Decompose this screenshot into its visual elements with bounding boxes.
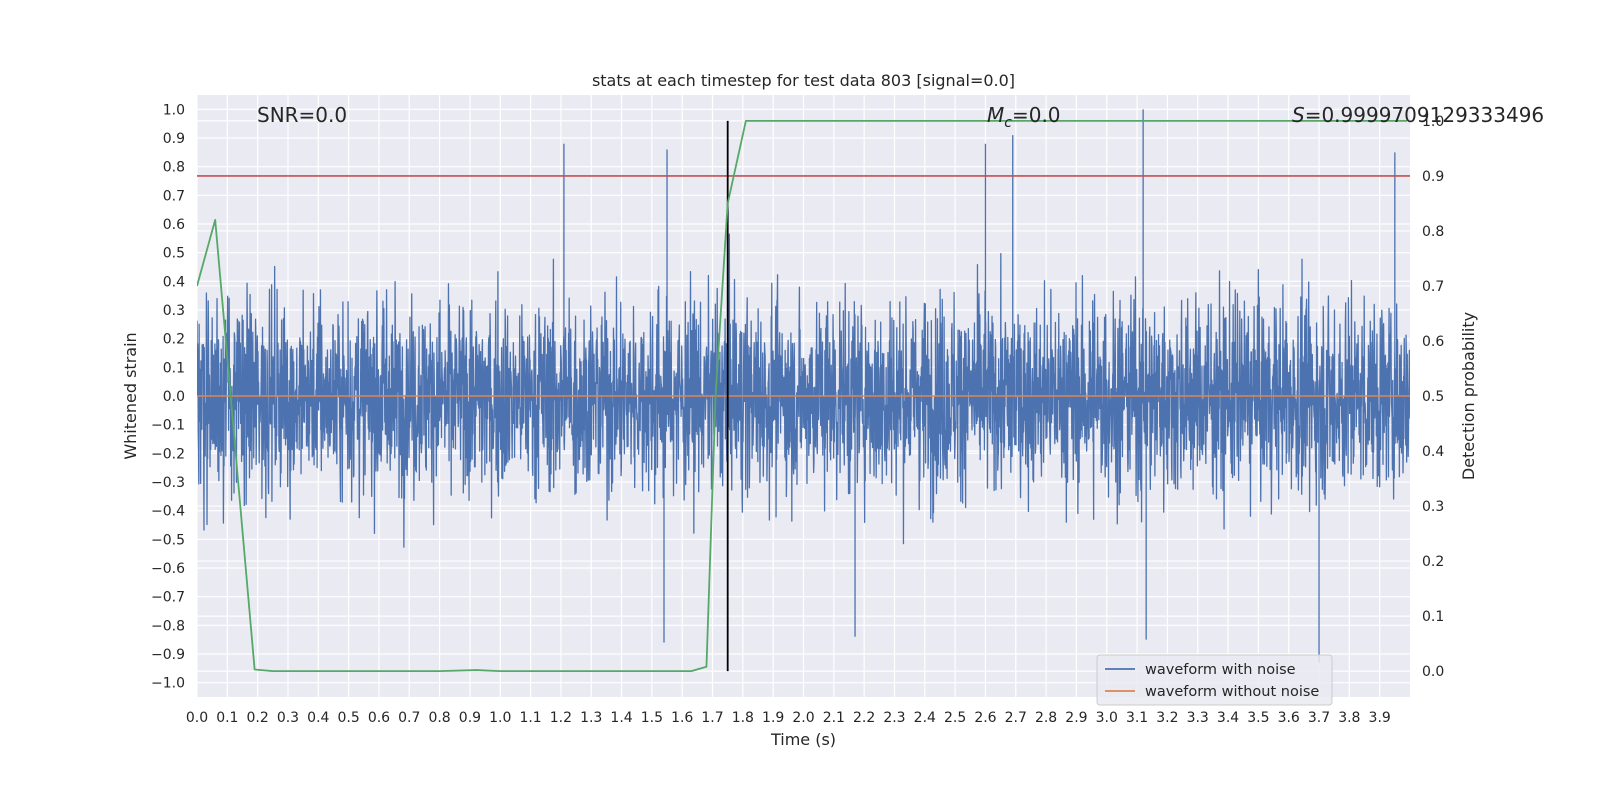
legend-entry-waveform-without-noise: waveform without noise [1145,684,1319,700]
x-tick-label: 3.4 [1217,710,1239,726]
x-tick-label: 0.6 [368,710,390,726]
x-tick-label: 2.1 [823,710,845,726]
x-tick-label: 3.5 [1247,710,1269,726]
x-tick-label: 2.7 [1005,710,1027,726]
series-layer [197,109,1410,673]
x-tick-label: 3.8 [1338,710,1360,726]
series-detection-probability [197,119,1407,673]
x-tick-label: 3.9 [1369,710,1391,726]
y-tick-label: 0.2 [163,332,185,348]
y-tick-label: −0.7 [151,590,185,606]
x-tick-label: 3.6 [1278,710,1300,726]
legend-entry-waveform-with-noise: waveform with noise [1145,662,1296,678]
x-tick-label: 1.9 [762,710,784,726]
y2-tick-label: 0.0 [1422,664,1444,680]
tick-labels: 0.0 0.1 0.2 0.3 0.4 0.5 0.6 0.7 0.8 0.9 1.0 1.1 1.2 1… [151,102,1444,726]
mc-symbol: M [987,103,1004,127]
y-tick-label: 0.6 [163,217,185,233]
mc-subscript: c [1004,115,1012,131]
s-annotation: S=0.9999709129333496 [1292,103,1544,127]
y-tick-label: −0.5 [151,532,185,548]
s-value: =0.9999709129333496 [1305,103,1544,127]
x-tick-label: 2.2 [853,710,875,726]
s-symbol: S [1292,103,1305,127]
x-tick-label: 0.3 [277,710,299,726]
x-tick-label: 3.7 [1308,710,1330,726]
x-tick-label: 2.8 [1035,710,1057,726]
legend: waveform with noise waveform without noi… [1096,654,1333,706]
x-tick-label: 3.2 [1156,710,1178,726]
y2-tick-label: 0.3 [1422,499,1444,515]
x-tick-label: 1.3 [580,710,602,726]
y-tick-label: −1.0 [151,676,185,692]
x-tick-label: 1.1 [519,710,541,726]
mc-value: =0.0 [1012,103,1061,127]
x-tick-label: 1.8 [732,710,754,726]
x-tick-label: 2.9 [1065,710,1087,726]
y-tick-label: −0.9 [151,647,185,663]
x-tick-label: 3.3 [1187,710,1209,726]
x-tick-label: 2.0 [792,710,814,726]
x-tick-label: 1.6 [671,710,693,726]
x-tick-label: 0.5 [337,710,359,726]
y2-tick-label: 0.4 [1422,444,1444,460]
x-tick-label: 0.4 [307,710,329,726]
snr-annotation: SNR=0.0 [257,103,347,127]
y-tick-label: 1.0 [163,102,185,118]
x-tick-label: 2.3 [883,710,905,726]
x-tick-label: 1.2 [550,710,572,726]
x-tick-label: 0.2 [247,710,269,726]
y-tick-label: 0.8 [163,160,185,176]
y-axis-label: Whitened strain [121,332,140,459]
series-waveform-with-noise [197,109,1410,663]
y-tick-label: 0.1 [163,360,185,376]
chart-title: stats at each timestep for test data 803… [592,71,1015,90]
y-tick-label: −0.3 [151,475,185,491]
x-tick-label: 1.5 [641,710,663,726]
x-tick-label: 0.8 [428,710,450,726]
y-tick-label: 0.0 [163,389,185,405]
y-tick-label: 0.7 [163,188,185,204]
x-tick-label: 0.1 [216,710,238,726]
y-tick-label: −0.8 [151,618,185,634]
y-tick-label: 0.5 [163,246,185,262]
x-tick-label: 0.0 [186,710,208,726]
legend-box [1096,654,1333,706]
x-tick-label: 0.7 [398,710,420,726]
x-axis-label: Time (s) [770,730,836,749]
y-tick-label: −0.1 [151,418,185,434]
y2-tick-label: 0.8 [1422,224,1444,240]
y2-tick-label: 0.9 [1422,169,1444,185]
y2-tick-label: 0.6 [1422,334,1444,350]
y-tick-label: 0.3 [163,303,185,319]
x-tick-label: 1.4 [610,710,632,726]
y2-tick-label: 1.0 [1422,114,1444,130]
y-tick-label: −0.6 [151,561,185,577]
y2-axis-label: Detection probability [1459,312,1478,480]
x-tick-label: 2.5 [944,710,966,726]
y-tick-label: −0.4 [151,504,185,520]
x-tick-label: 1.7 [701,710,723,726]
y2-tick-label: 0.2 [1422,554,1444,570]
x-tick-label: 3.0 [1096,710,1118,726]
y-tick-label: 0.4 [163,274,185,290]
y-tick-label: −0.2 [151,446,185,462]
y-tick-label: 0.9 [163,131,185,147]
x-tick-label: 3.1 [1126,710,1148,726]
y2-tick-label: 0.5 [1422,389,1444,405]
x-tick-label: 2.6 [974,710,996,726]
y2-tick-label: 0.7 [1422,279,1444,295]
x-tick-label: 0.9 [459,710,481,726]
x-tick-label: 2.4 [914,710,936,726]
mc-annotation: Mc=0.0 [987,103,1061,131]
x-tick-label: 1.0 [489,710,511,726]
y2-tick-label: 0.1 [1422,609,1444,625]
